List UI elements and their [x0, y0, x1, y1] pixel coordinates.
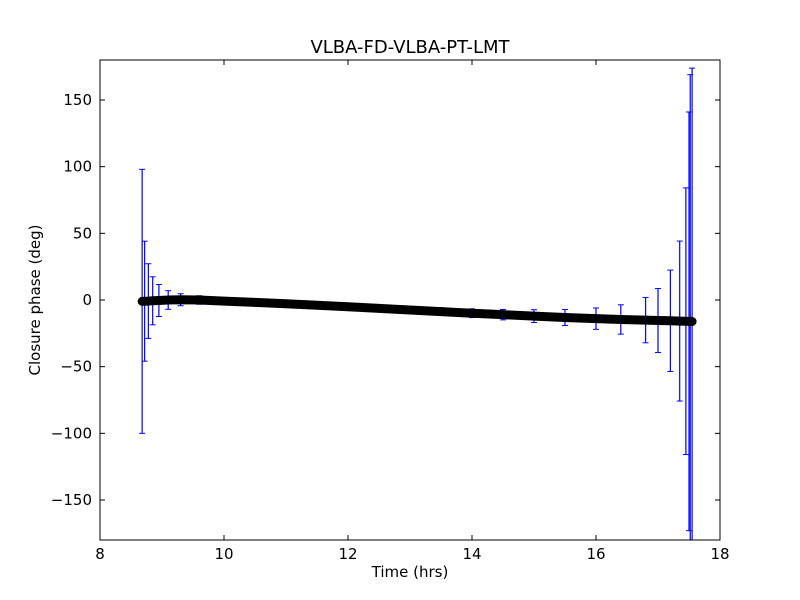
- data-point: [163, 295, 173, 305]
- x-tick-label: 18: [710, 545, 729, 563]
- y-tick-label: 150: [63, 91, 92, 109]
- x-tick-label: 8: [95, 545, 105, 563]
- data-point: [653, 316, 663, 325]
- y-tick-label: 100: [63, 158, 92, 176]
- y-tick-label: −100: [51, 424, 92, 442]
- data-point: [154, 296, 164, 305]
- data-point: [281, 299, 291, 308]
- y-axis-label: Closure phase (deg): [26, 225, 44, 376]
- x-tick-label: 10: [214, 545, 233, 563]
- y-tick-label: 0: [82, 291, 92, 309]
- axes-group: 8 10 12 14 16 18 −150 −100 −50 0 50 100 150: [51, 59, 730, 563]
- x-tick-label: 16: [586, 545, 605, 563]
- chart-title: VLBA-FD-VLBA-PT-LMT: [310, 37, 510, 58]
- data-point: [194, 295, 204, 305]
- data-point: [312, 300, 322, 310]
- marker-group: [137, 295, 697, 326]
- data-point: [219, 296, 229, 306]
- data-point: [616, 315, 626, 324]
- y-tick-label: 50: [73, 224, 92, 242]
- x-axis-label: Time (hrs): [371, 563, 449, 581]
- data-point: [666, 316, 675, 326]
- data-point: [436, 307, 446, 316]
- data-point: [529, 311, 539, 321]
- data-point: [591, 314, 601, 323]
- data-point: [250, 298, 260, 307]
- x-tick-label: 14: [462, 545, 481, 563]
- x-tick-label: 12: [338, 545, 357, 563]
- data-point: [641, 315, 650, 325]
- y-tick-label: −150: [51, 491, 92, 509]
- data-point: [405, 305, 415, 315]
- data-point: [374, 304, 384, 313]
- data-point: [343, 302, 353, 312]
- y-tick-label: −50: [60, 358, 92, 376]
- data-point: [498, 310, 508, 319]
- data-point: [467, 308, 477, 318]
- data-point: [560, 313, 570, 322]
- data-point: [687, 317, 697, 326]
- data-point: [176, 295, 185, 304]
